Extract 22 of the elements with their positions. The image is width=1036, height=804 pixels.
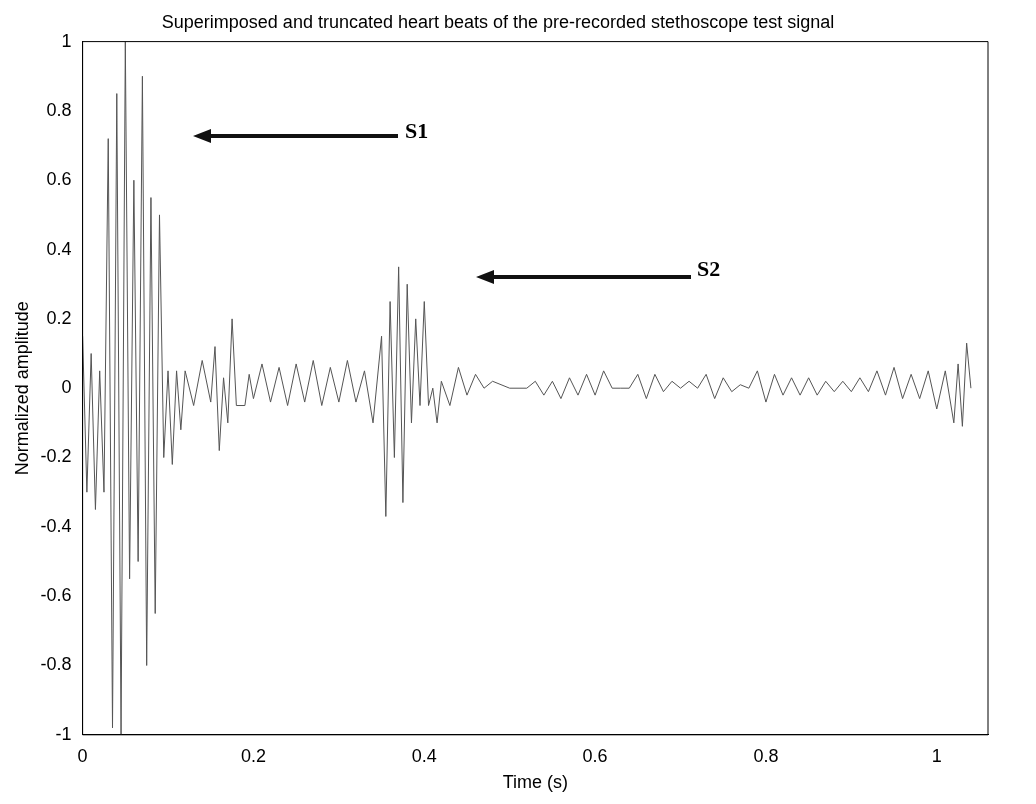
y-tick-label: -0.8: [40, 654, 72, 675]
y-tick-label: 0: [61, 377, 72, 398]
x-tick-label: 1: [931, 745, 942, 766]
x-tick-label: 0.2: [240, 745, 266, 766]
x-tick-label: 0.6: [582, 745, 608, 766]
y-tick-label: -0.4: [40, 515, 72, 536]
x-axis-title: Time (s): [502, 772, 568, 793]
y-tick-label: 0.2: [46, 307, 72, 328]
annotation: S1: [405, 118, 429, 144]
y-axis-title: Normalized amplitude: [11, 301, 32, 476]
y-tick-label: 0.6: [46, 169, 72, 190]
chart-title: Superimposed and truncated heart beats of the pre-recorded stethoscope test signal: [161, 11, 835, 32]
y-tick-label: -0.2: [40, 446, 72, 467]
y-tick-label: -1: [55, 723, 72, 744]
annotation: S2: [697, 256, 721, 282]
y-tick-label: 1: [61, 30, 72, 51]
x-tick-label: 0: [77, 745, 88, 766]
y-tick-label: -0.6: [40, 585, 72, 606]
y-tick-label: 0.8: [46, 99, 72, 120]
x-tick-label: 0.4: [411, 745, 437, 766]
x-tick-label: 0.8: [753, 745, 779, 766]
y-tick-label: 0.4: [46, 238, 72, 259]
